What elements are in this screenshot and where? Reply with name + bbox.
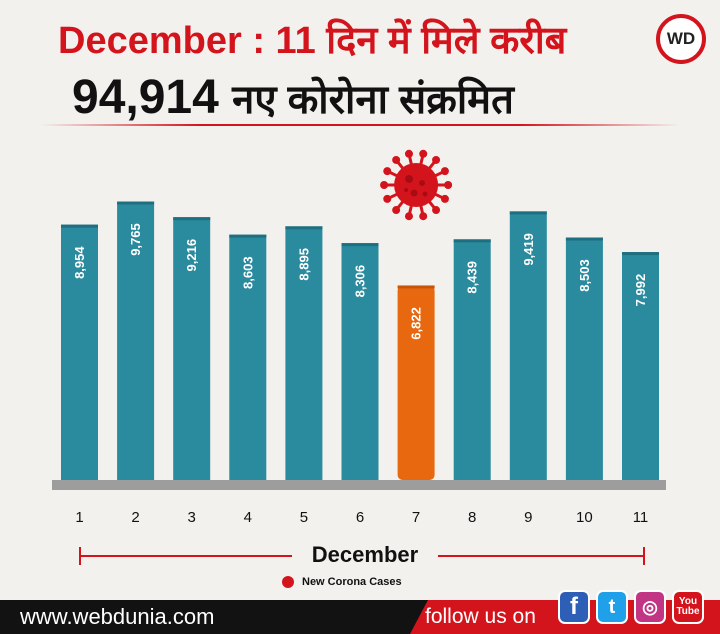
headline-line-2-text: नए कोरोना संक्रमित [232, 78, 514, 122]
bar-value-label-3: 9,216 [184, 239, 199, 272]
youtube-icon[interactable]: You Tube [672, 590, 704, 624]
x-tick-label-5: 5 [300, 509, 308, 526]
twitter-icon[interactable]: t [596, 590, 628, 624]
bar-chart: 8,954 1 9,765 2 9,216 3 8,603 4 8,895 5 8,306 6 6,82… [52, 149, 666, 526]
bar-day-11 [622, 252, 659, 480]
x-tick-label-6: 6 [356, 509, 364, 526]
x-axis-line-left [80, 555, 292, 557]
x-tick-label-11: 11 [633, 509, 649, 526]
bar-value-label-1: 8,954 [72, 246, 87, 279]
x-tick-label-7: 7 [412, 509, 420, 526]
follow-us-label: follow us on [425, 605, 536, 628]
bar-day-4 [229, 234, 267, 480]
bar-value-label-8: 8,439 [465, 261, 480, 294]
bar-day-8 [453, 239, 491, 480]
bar-day-2 [117, 201, 155, 480]
headline-line-2: 94,914 नए कोरोना संक्रमित [72, 70, 514, 126]
title-underline [40, 124, 680, 126]
x-tick-label-1: 1 [75, 509, 83, 526]
bar-top-edge-6 [341, 243, 379, 247]
x-tick-label-2: 2 [131, 509, 139, 526]
bar-top-edge-10 [565, 237, 603, 241]
x-tick-label-8: 8 [468, 509, 476, 526]
x-axis-floor [52, 480, 666, 490]
webdunia-logo[interactable]: WD [656, 14, 706, 64]
chart-legend: New Corona Cases [282, 574, 402, 590]
x-tick-label-4: 4 [244, 509, 252, 526]
bar-day-5 [285, 226, 323, 480]
bar-top-edge-7 [397, 285, 435, 289]
bar-top-edge-2 [117, 201, 155, 205]
bar-value-label-6: 8,306 [353, 265, 368, 298]
x-axis-title: December [311, 542, 419, 567]
facebook-icon[interactable]: f [558, 590, 590, 624]
x-axis-line-right [438, 555, 644, 557]
virus-icon [380, 149, 453, 221]
x-tick-label-9: 9 [524, 509, 532, 526]
legend-label: New Corona Cases [302, 576, 402, 588]
bar-value-label-5: 8,895 [296, 248, 311, 281]
bar-value-label-11: 7,992 [633, 274, 648, 307]
instagram-icon[interactable]: ◎ [634, 590, 666, 624]
bar-top-edge-4 [229, 234, 267, 238]
bar-top-edge-1 [61, 224, 98, 228]
legend-marker [282, 576, 294, 588]
bar-top-edge-3 [173, 217, 211, 221]
bar-day-1 [61, 224, 98, 480]
bar-top-edge-11 [622, 252, 659, 256]
bar-day-7 [397, 285, 435, 480]
bar-top-edge-8 [453, 239, 491, 243]
bar-value-label-7: 6,822 [409, 307, 424, 340]
headline-total-number: 94,914 [72, 71, 219, 124]
bar-day-9 [509, 211, 547, 480]
bar-top-edge-9 [509, 211, 547, 215]
x-axis-right-cap [643, 547, 645, 565]
bar-day-10 [565, 237, 603, 480]
bar-value-label-4: 8,603 [240, 256, 255, 289]
bar-top-edge-5 [285, 226, 323, 230]
x-tick-label-10: 10 [576, 509, 593, 526]
bar-value-label-9: 9,419 [521, 233, 536, 266]
bar-day-6 [341, 243, 379, 480]
bar-value-label-10: 8,503 [577, 259, 592, 292]
x-tick-label-3: 3 [188, 509, 196, 526]
bar-value-label-2: 9,765 [128, 223, 143, 256]
site-link[interactable]: www.webdunia.com [20, 604, 215, 629]
headline-line-1: December : 11 दिन में मिले करीब [58, 20, 567, 62]
bar-day-3 [173, 217, 211, 480]
